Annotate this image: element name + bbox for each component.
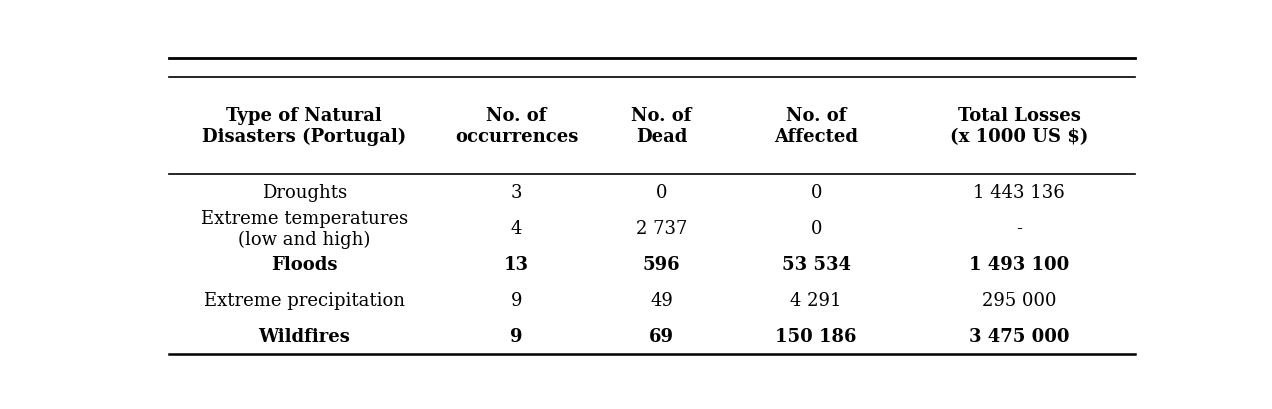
Text: Extreme precipitation: Extreme precipitation: [204, 292, 404, 310]
Text: 4: 4: [511, 220, 523, 238]
Text: No. of
occurrences: No. of occurrences: [455, 107, 579, 146]
Text: Total Losses
(x 1000 US $): Total Losses (x 1000 US $): [950, 107, 1089, 146]
Text: No. of
Affected: No. of Affected: [775, 107, 859, 146]
Text: -: -: [1016, 220, 1021, 238]
Text: 9: 9: [511, 292, 523, 310]
Text: Droughts: Droughts: [262, 184, 347, 202]
Text: 1 493 100: 1 493 100: [969, 256, 1070, 274]
Text: 596: 596: [642, 256, 681, 274]
Text: Floods: Floods: [271, 256, 337, 274]
Text: 0: 0: [656, 184, 668, 202]
Text: 3: 3: [511, 184, 523, 202]
Text: 295 000: 295 000: [982, 292, 1056, 310]
Text: No. of
Dead: No. of Dead: [631, 107, 692, 146]
Text: 0: 0: [810, 184, 822, 202]
Text: Type of Natural
Disasters (Portugal): Type of Natural Disasters (Portugal): [202, 107, 406, 146]
Text: 150 186: 150 186: [776, 328, 857, 346]
Text: 53 534: 53 534: [781, 256, 851, 274]
Text: Extreme temperatures
(low and high): Extreme temperatures (low and high): [201, 209, 407, 248]
Text: 3 475 000: 3 475 000: [969, 328, 1070, 346]
Text: 69: 69: [649, 328, 674, 346]
Text: 13: 13: [504, 256, 529, 274]
Text: 49: 49: [650, 292, 673, 310]
Text: Wildfires: Wildfires: [258, 328, 350, 346]
Text: 2 737: 2 737: [636, 220, 687, 238]
Text: 1 443 136: 1 443 136: [973, 184, 1065, 202]
Text: 9: 9: [510, 328, 523, 346]
Text: 0: 0: [810, 220, 822, 238]
Text: 4 291: 4 291: [790, 292, 842, 310]
